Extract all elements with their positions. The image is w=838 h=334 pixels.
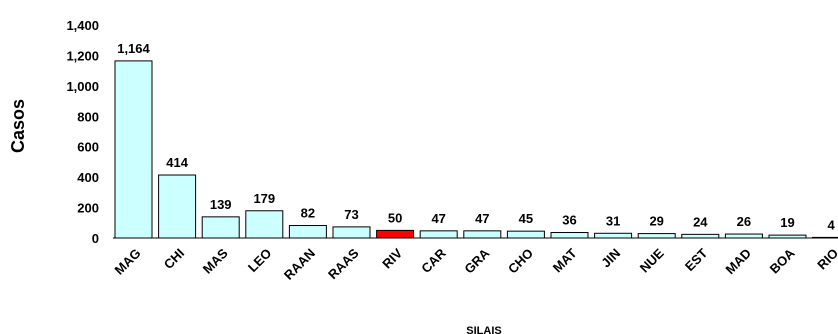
data-label: 82 xyxy=(301,206,315,221)
data-label: 47 xyxy=(475,211,489,226)
data-label: 4 xyxy=(827,217,835,232)
bar xyxy=(419,230,458,239)
bar xyxy=(288,225,327,239)
data-label: 45 xyxy=(519,211,533,226)
data-label: 24 xyxy=(693,214,708,229)
bar xyxy=(245,210,284,239)
category-label: MAG xyxy=(112,246,144,278)
category-label: MAD xyxy=(722,246,754,278)
y-tick-label: 800 xyxy=(77,109,99,124)
category-label: CHI xyxy=(161,246,187,272)
data-label: 179 xyxy=(253,191,275,206)
data-label: 31 xyxy=(606,213,620,228)
bar xyxy=(550,232,589,239)
bar xyxy=(506,230,545,239)
category-labels: MAG CHI MAS LEO RAAN RAAS RIV CAR GRA CHO MAT JIN NU… xyxy=(112,245,838,283)
data-label: 47 xyxy=(431,211,445,226)
category-label: GRA xyxy=(461,245,492,276)
category-label: JIN xyxy=(598,246,623,271)
category-label: RAAS xyxy=(325,245,362,282)
bar xyxy=(158,174,197,239)
data-label: 36 xyxy=(562,213,576,228)
category-label: MAT xyxy=(550,245,580,275)
y-tick-label: 600 xyxy=(77,140,99,155)
bar xyxy=(724,233,763,239)
y-tick-label: 1,400 xyxy=(66,18,99,33)
bar xyxy=(463,230,502,239)
category-label: RIV xyxy=(379,245,405,271)
bar xyxy=(376,229,415,239)
y-tick-label: 400 xyxy=(77,170,99,185)
data-label: 1,164 xyxy=(117,41,150,56)
data-label: 73 xyxy=(344,207,358,222)
data-label: 19 xyxy=(780,215,794,230)
data-label: 50 xyxy=(388,210,402,225)
data-label: 414 xyxy=(166,155,188,170)
category-label: NUE xyxy=(637,245,667,275)
bar xyxy=(201,216,240,239)
category-label: MAS xyxy=(200,245,231,276)
y-tick-label: 1,000 xyxy=(66,79,99,94)
y-axis-title: Casos xyxy=(8,99,28,153)
category-label: BOA xyxy=(767,245,798,276)
y-tick-label: 0 xyxy=(92,231,99,246)
bars xyxy=(114,60,838,239)
category-label: LEO xyxy=(245,246,275,276)
category-label: EST xyxy=(682,245,711,274)
bar xyxy=(332,226,371,239)
data-labels: 1,164 414 139 179 82 73 50 47 47 45 36 31 29 24 26 19 4 xyxy=(117,41,835,232)
bar xyxy=(594,232,633,239)
y-tick-label: 1,200 xyxy=(66,48,99,63)
data-label: 26 xyxy=(737,214,751,229)
y-tick-label: 200 xyxy=(77,201,99,216)
category-label: CHO xyxy=(505,246,536,277)
bar xyxy=(681,233,720,239)
category-label: CAR xyxy=(418,245,449,276)
category-label: RAAN xyxy=(281,246,318,283)
data-label: 139 xyxy=(210,197,232,212)
y-axis-ticks: 0 200 400 600 800 1,000 1,200 1,400 xyxy=(66,18,99,246)
data-label: 29 xyxy=(649,214,663,229)
bar xyxy=(637,233,676,239)
category-label: RIO xyxy=(814,246,838,273)
bar xyxy=(114,60,153,239)
x-axis-title: SILAIS xyxy=(466,325,501,334)
